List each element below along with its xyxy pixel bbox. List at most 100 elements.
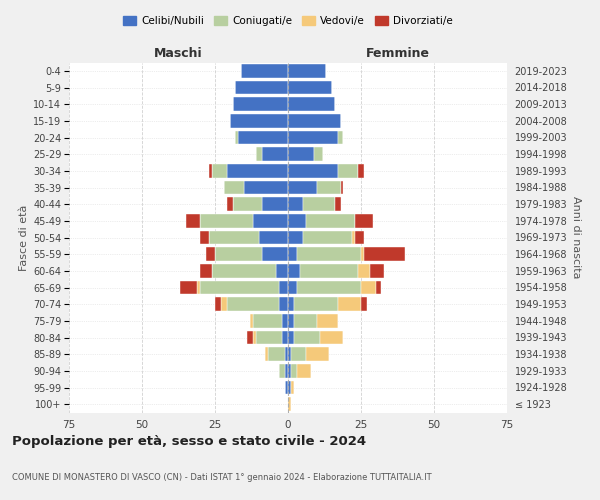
Bar: [376, 280, 382, 294]
Text: Maschi: Maschi: [154, 47, 203, 60]
Y-axis label: Anni di nascita: Anni di nascita: [571, 196, 581, 278]
Bar: [259, 230, 288, 244]
Bar: [256, 330, 282, 344]
Bar: [305, 214, 355, 228]
Bar: [294, 330, 320, 344]
Bar: [227, 164, 288, 177]
Bar: [233, 98, 288, 111]
Bar: [288, 230, 302, 244]
Bar: [338, 130, 343, 144]
Bar: [235, 130, 238, 144]
Bar: [200, 280, 279, 294]
Bar: [335, 198, 341, 211]
Bar: [358, 164, 364, 177]
Bar: [297, 280, 361, 294]
Bar: [317, 314, 338, 328]
Bar: [288, 98, 335, 111]
Bar: [299, 264, 358, 278]
Legend: Celibi/Nubili, Coniugati/e, Vedovi/e, Divorziati/e: Celibi/Nubili, Coniugati/e, Vedovi/e, Di…: [119, 12, 457, 30]
Bar: [288, 214, 305, 228]
Bar: [221, 298, 227, 311]
Bar: [209, 230, 259, 244]
Bar: [338, 298, 361, 311]
Bar: [288, 148, 314, 161]
Bar: [230, 114, 288, 128]
Bar: [288, 198, 302, 211]
Bar: [200, 214, 253, 228]
Bar: [247, 330, 253, 344]
Bar: [364, 248, 405, 261]
Bar: [288, 248, 297, 261]
Bar: [215, 248, 262, 261]
Bar: [235, 80, 288, 94]
Bar: [291, 364, 297, 378]
Text: Popolazione per età, sesso e stato civile - 2024: Popolazione per età, sesso e stato civil…: [12, 435, 366, 448]
Bar: [288, 64, 326, 78]
Bar: [250, 314, 253, 328]
Bar: [338, 164, 358, 177]
Bar: [355, 214, 373, 228]
Bar: [291, 380, 294, 394]
Bar: [294, 314, 317, 328]
Bar: [288, 264, 299, 278]
Bar: [302, 198, 335, 211]
Bar: [291, 348, 305, 361]
Bar: [320, 330, 343, 344]
Bar: [288, 314, 294, 328]
Bar: [268, 348, 285, 361]
Bar: [302, 230, 352, 244]
Bar: [361, 280, 376, 294]
Bar: [288, 180, 317, 194]
Bar: [233, 198, 262, 211]
Bar: [279, 280, 288, 294]
Bar: [227, 198, 233, 211]
Text: Femmine: Femmine: [365, 47, 430, 60]
Bar: [262, 148, 288, 161]
Bar: [288, 364, 291, 378]
Bar: [244, 180, 288, 194]
Bar: [288, 348, 291, 361]
Bar: [180, 280, 197, 294]
Bar: [341, 180, 343, 194]
Bar: [288, 330, 294, 344]
Bar: [285, 380, 288, 394]
Bar: [238, 130, 288, 144]
Bar: [200, 264, 212, 278]
Bar: [352, 230, 355, 244]
Bar: [361, 248, 364, 261]
Bar: [279, 298, 288, 311]
Bar: [288, 398, 291, 411]
Bar: [197, 280, 200, 294]
Bar: [297, 248, 361, 261]
Bar: [256, 148, 262, 161]
Bar: [288, 80, 332, 94]
Y-axis label: Fasce di età: Fasce di età: [19, 204, 29, 270]
Bar: [288, 280, 297, 294]
Bar: [361, 298, 367, 311]
Bar: [288, 114, 341, 128]
Bar: [224, 180, 244, 194]
Bar: [186, 214, 200, 228]
Bar: [285, 348, 288, 361]
Bar: [305, 348, 329, 361]
Bar: [317, 180, 341, 194]
Bar: [212, 264, 277, 278]
Bar: [282, 330, 288, 344]
Bar: [262, 198, 288, 211]
Bar: [253, 214, 288, 228]
Text: COMUNE DI MONASTERO DI VASCO (CN) - Dati ISTAT 1° gennaio 2024 - Elaborazione TU: COMUNE DI MONASTERO DI VASCO (CN) - Dati…: [12, 472, 431, 482]
Bar: [288, 130, 338, 144]
Bar: [282, 314, 288, 328]
Bar: [215, 298, 221, 311]
Bar: [279, 364, 285, 378]
Bar: [253, 314, 282, 328]
Bar: [277, 264, 288, 278]
Bar: [209, 164, 212, 177]
Bar: [358, 264, 370, 278]
Bar: [355, 230, 364, 244]
Bar: [265, 348, 268, 361]
Bar: [285, 364, 288, 378]
Bar: [294, 298, 338, 311]
Bar: [288, 380, 291, 394]
Bar: [206, 248, 215, 261]
